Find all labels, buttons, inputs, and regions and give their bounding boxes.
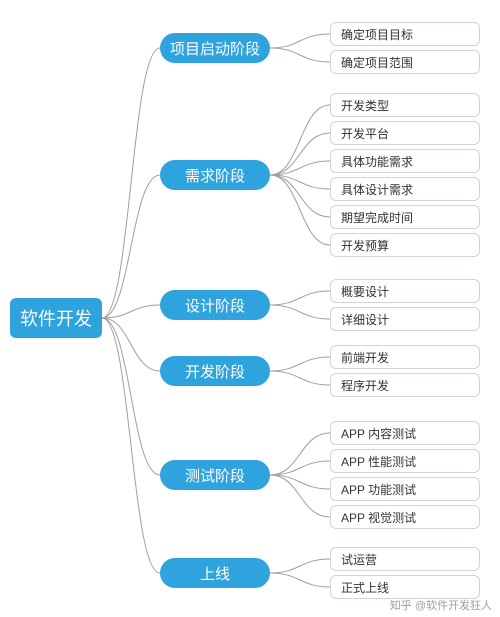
leaf-fe: 前端开发 (330, 345, 480, 369)
branch-phase-start: 项目启动阶段 (160, 33, 270, 63)
branch-phase-test: 测试阶段 (160, 460, 270, 490)
leaf-dev-type: 开发类型 (330, 93, 480, 117)
leaf-deadline: 期望完成时间 (330, 205, 480, 229)
leaf-trial: 试运营 (330, 547, 480, 571)
leaf-online: 正式上线 (330, 575, 480, 599)
leaf-budget: 开发预算 (330, 233, 480, 257)
leaf-scope: 确定项目范围 (330, 50, 480, 74)
branch-phase-dev: 开发阶段 (160, 356, 270, 386)
leaf-design-req: 具体设计需求 (330, 177, 480, 201)
leaf-func-req: 具体功能需求 (330, 149, 480, 173)
branch-phase-req: 需求阶段 (160, 160, 270, 190)
root-node: 软件开发 (10, 298, 102, 338)
leaf-dev-plat: 开发平台 (330, 121, 480, 145)
branch-phase-design: 设计阶段 (160, 290, 270, 320)
leaf-prog: 程序开发 (330, 373, 480, 397)
leaf-content-test: APP 内容测试 (330, 421, 480, 445)
mindmap-canvas: 软件开发 项目启动阶段 确定项目目标确定项目范围需求阶段 开发类型开发平台具体功能需求… (0, 0, 500, 617)
leaf-visual-test: APP 视觉测试 (330, 505, 480, 529)
leaf-hld: 概要设计 (330, 279, 480, 303)
leaf-dld: 详细设计 (330, 307, 480, 331)
leaf-perf-test: APP 性能测试 (330, 449, 480, 473)
attribution-text: 知乎 @软件开发狂人 (390, 597, 492, 613)
leaf-goal: 确定项目目标 (330, 22, 480, 46)
branch-phase-launch: 上线 (160, 558, 270, 588)
leaf-func-test: APP 功能测试 (330, 477, 480, 501)
